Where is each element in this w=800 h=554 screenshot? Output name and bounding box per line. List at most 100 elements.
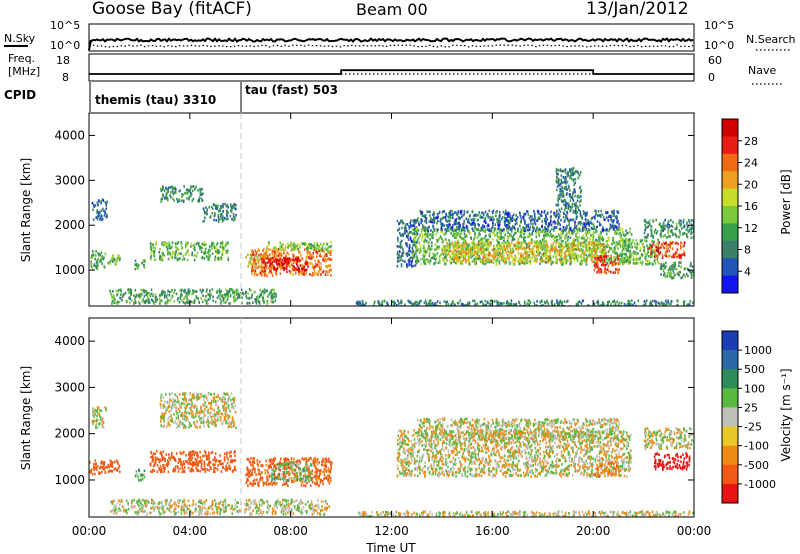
- range-cell: [465, 224, 468, 228]
- range-cell: [512, 226, 514, 229]
- range-cell: [412, 243, 414, 247]
- range-cell: [568, 221, 571, 224]
- range-cell: [468, 248, 471, 251]
- range-cell: [192, 291, 195, 295]
- range-cell: [602, 246, 605, 250]
- range-cell: [479, 247, 482, 251]
- range-cell: [610, 256, 612, 260]
- range-cell: [113, 257, 116, 261]
- range-cell: [546, 256, 549, 259]
- range-cell: [499, 237, 501, 240]
- range-cell: [402, 248, 404, 251]
- range-cell: [235, 213, 237, 217]
- range-cell: [593, 268, 596, 272]
- range-cell: [506, 255, 509, 259]
- range-cell: [498, 244, 501, 247]
- range-cell: [516, 216, 519, 219]
- range-cell: [218, 294, 220, 298]
- range-cell: [527, 223, 530, 226]
- range-cell: [194, 248, 196, 252]
- range-cell: [169, 247, 172, 250]
- range-cell: [174, 251, 177, 255]
- range-cell: [438, 237, 440, 241]
- range-cell: [600, 209, 602, 213]
- range-cell: [197, 241, 199, 245]
- range-cell: [493, 253, 495, 256]
- range-cell: [193, 247, 195, 250]
- range-cell: [512, 238, 514, 241]
- range-cell: [477, 223, 479, 226]
- range-cell: [96, 263, 99, 267]
- range-cell: [454, 255, 456, 259]
- range-cell: [562, 211, 565, 215]
- range-cell: [509, 234, 511, 238]
- range-cell: [129, 292, 132, 295]
- range-cell: [455, 211, 457, 215]
- range-cell: [674, 227, 676, 231]
- range-cell: [609, 248, 611, 252]
- range-cell: [324, 254, 327, 257]
- range-cell: [566, 231, 569, 235]
- range-cell: [617, 211, 619, 215]
- range-cell: [677, 255, 680, 258]
- range-cell: [436, 213, 439, 216]
- range-cell: [577, 176, 580, 180]
- range-cell: [161, 193, 164, 196]
- range-cell: [463, 228, 465, 232]
- range-cell: [511, 241, 513, 244]
- range-cell: [459, 210, 462, 214]
- range-cell: [282, 260, 285, 264]
- range-cell: [574, 194, 577, 198]
- range-cell: [208, 248, 210, 252]
- range-cell: [496, 231, 499, 235]
- range-cell: [234, 207, 237, 211]
- range-cell: [523, 232, 525, 236]
- range-cell: [423, 250, 425, 253]
- range-cell: [667, 220, 670, 223]
- range-cell: [254, 266, 256, 269]
- range-cell: [268, 243, 270, 246]
- range-cell: [571, 169, 574, 172]
- range-cell: [454, 229, 457, 233]
- range-cell: [453, 246, 456, 250]
- range-cell: [629, 252, 631, 255]
- range-cell: [536, 226, 538, 230]
- range-cell: [224, 216, 226, 220]
- range-cell: [154, 298, 157, 302]
- range-cell: [408, 264, 410, 267]
- range-cell: [328, 245, 331, 249]
- range-cell: [420, 212, 422, 216]
- range-cell: [405, 227, 407, 230]
- range-cell: [165, 194, 167, 198]
- range-cell: [539, 258, 542, 261]
- range-cell: [163, 254, 166, 257]
- range-cell: [182, 300, 185, 304]
- range-cell: [461, 243, 463, 247]
- range-cell: [590, 250, 593, 254]
- range-cell: [212, 244, 215, 248]
- range-cell: [560, 174, 563, 177]
- range-cell: [447, 247, 450, 250]
- range-cell: [579, 200, 581, 203]
- range-cell: [217, 248, 220, 252]
- range-cell: [557, 197, 559, 200]
- range-cell: [542, 247, 545, 251]
- range-cell: [586, 257, 588, 260]
- range-cell: [274, 258, 277, 261]
- range-cell: [433, 254, 435, 258]
- range-cell: [483, 229, 485, 233]
- range-cell: [595, 212, 597, 216]
- range-cell: [268, 258, 270, 262]
- range-cell: [203, 219, 205, 223]
- range-cell: [622, 247, 625, 251]
- range-cell: [478, 250, 480, 253]
- range-cell: [478, 224, 480, 227]
- range-cell: [495, 251, 497, 254]
- range-cell: [406, 223, 409, 226]
- range-cell: [498, 224, 500, 228]
- range-cell: [662, 227, 664, 230]
- range-cell: [610, 270, 612, 274]
- range-cell: [622, 252, 625, 255]
- range-cell: [660, 234, 662, 237]
- range-cell: [137, 294, 140, 298]
